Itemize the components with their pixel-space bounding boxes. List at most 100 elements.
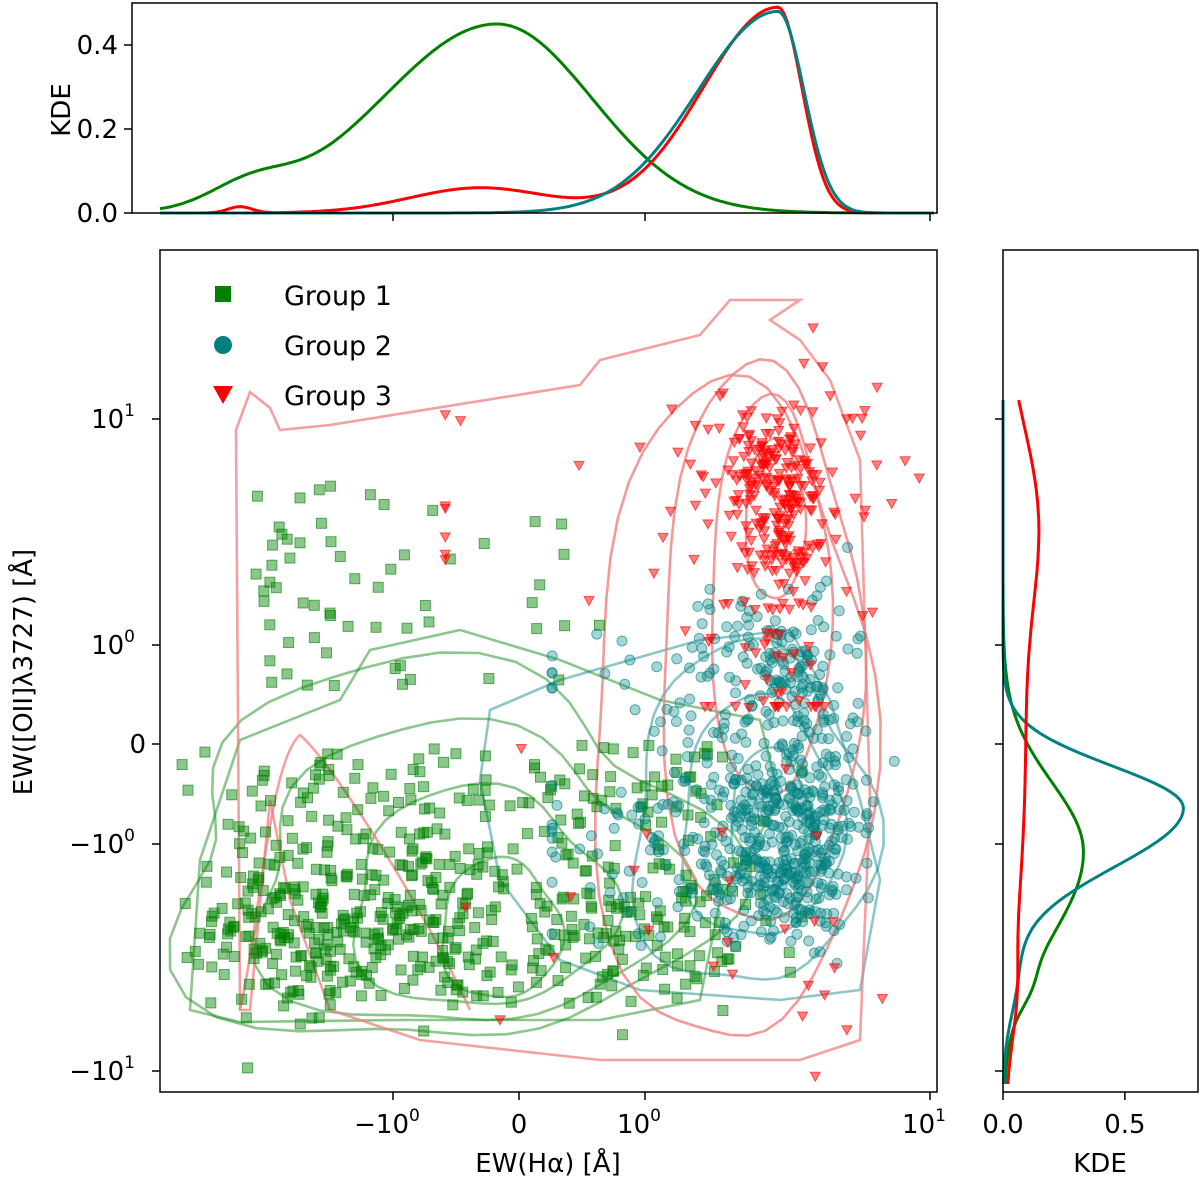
group3-point: [494, 1015, 506, 1026]
group1-point: [418, 827, 430, 839]
group3-point: [743, 431, 756, 442]
group1-point: [699, 917, 711, 929]
group1-point: [529, 759, 541, 771]
group3-point: [782, 440, 795, 451]
group2-point: [585, 830, 597, 842]
group1-point: [596, 971, 608, 983]
group2-point: [661, 703, 673, 715]
group2-point: [803, 935, 815, 947]
group3-point: [811, 831, 823, 842]
group1-point: [555, 814, 567, 826]
group1-point: [194, 927, 206, 939]
group2-points: [546, 542, 900, 969]
group3-point: [781, 458, 794, 469]
group2-point: [591, 628, 603, 640]
group1-point: [350, 833, 362, 845]
group1-point: [483, 673, 495, 684]
group2-point: [682, 737, 694, 748]
contour-group1: [251, 717, 698, 1022]
group1-point: [461, 888, 473, 900]
group2-point: [808, 947, 820, 959]
group1-point: [317, 888, 329, 900]
group1-point: [276, 969, 288, 981]
group1-point: [608, 863, 620, 874]
group1-point: [281, 668, 293, 680]
group1-point: [257, 945, 268, 957]
group2-point: [679, 775, 691, 787]
group2-point: [789, 879, 801, 891]
group1-point: [567, 931, 579, 943]
group1-point: [385, 563, 397, 575]
group2-point: [660, 860, 672, 872]
group2-point: [599, 803, 611, 815]
group1-point: [479, 750, 491, 762]
group1-point: [352, 912, 364, 924]
group2-point: [648, 725, 660, 737]
group2-point: [674, 697, 686, 709]
group2-point: [626, 809, 638, 821]
group1-point: [360, 936, 372, 948]
group1-point: [267, 539, 279, 551]
group1-point: [607, 965, 619, 977]
group1-point: [571, 808, 583, 820]
group1-point: [294, 492, 306, 504]
group2-point: [832, 824, 844, 836]
group1-point: [221, 941, 233, 953]
group3-point: [768, 491, 781, 502]
group2-point: [778, 896, 789, 908]
group1-point: [461, 795, 473, 806]
group2-point: [796, 802, 808, 814]
group2-point: [851, 716, 863, 728]
group1-point: [313, 1012, 325, 1024]
group2-point: [841, 884, 852, 896]
group3-point: [723, 876, 736, 888]
group3-point: [742, 527, 755, 539]
main-y-tick-label: 101: [91, 401, 135, 435]
group1-point: [467, 783, 479, 795]
group2-point: [796, 730, 808, 742]
group3-point: [707, 961, 720, 973]
group1-point: [395, 826, 407, 838]
group1-point: [428, 917, 440, 928]
group3-point: [808, 916, 821, 928]
group2-point: [615, 786, 627, 798]
group2-point: [790, 917, 802, 929]
group2-point: [812, 615, 824, 626]
group3-point: [735, 542, 748, 553]
group1-point: [579, 790, 590, 802]
group1-point: [435, 898, 447, 910]
group1-point: [324, 960, 336, 972]
group1-point: [558, 548, 570, 560]
group1-point: [315, 756, 327, 768]
group2-point: [844, 718, 856, 730]
group2-point: [546, 832, 558, 844]
group2-point: [546, 819, 558, 831]
group3-point: [760, 628, 773, 639]
group1-point: [239, 897, 251, 909]
group1-point: [414, 828, 426, 840]
group2-point: [824, 649, 836, 661]
group3-point: [648, 568, 660, 580]
group1-point: [425, 877, 437, 888]
group2-point: [724, 843, 736, 855]
group1-point: [498, 883, 510, 895]
group1-point: [621, 906, 633, 918]
group2-point: [778, 912, 790, 924]
group2-point: [754, 879, 766, 890]
group1-point: [337, 976, 349, 988]
main-x-tick-label: 101: [902, 1106, 946, 1140]
group1-point: [277, 881, 289, 893]
group3-point: [761, 674, 773, 686]
group1-point: [656, 780, 668, 792]
group1-point: [288, 937, 300, 949]
group3-point: [689, 500, 702, 512]
group2-point: [729, 940, 741, 952]
group1-point: [404, 923, 416, 935]
group3-point: [802, 540, 815, 552]
group2-point: [771, 784, 783, 796]
group2-point: [679, 845, 691, 857]
right-kde-x-tick-label: 0.5: [1104, 1110, 1145, 1140]
group2-point: [698, 650, 710, 662]
group2-point: [785, 935, 797, 947]
group1-point: [428, 933, 440, 945]
